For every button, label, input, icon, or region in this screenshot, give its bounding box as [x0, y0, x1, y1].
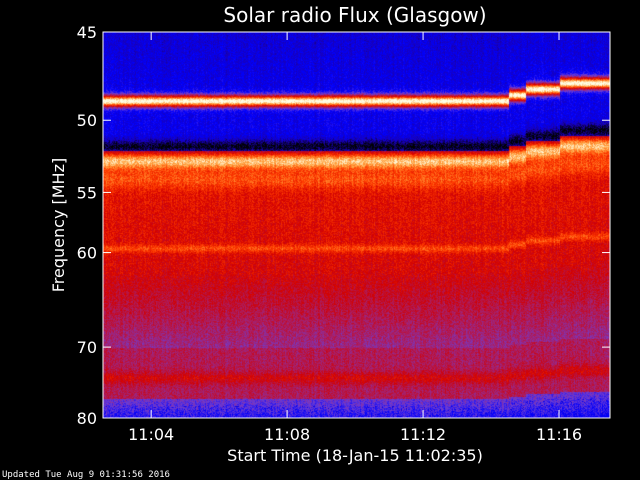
- y-tick-label: 60: [77, 244, 97, 263]
- spectrogram-heatmap: [103, 32, 610, 418]
- plot-frame: [102, 31, 611, 419]
- y-axis-label: Frequency [MHz]: [49, 158, 68, 292]
- x-axis: 11:04 11:08 11:12 11:16: [128, 32, 582, 444]
- x-tick-label: 11:16: [536, 425, 582, 444]
- y-tick-label: 80: [77, 409, 97, 428]
- y-tick-label: 50: [77, 111, 97, 130]
- x-tick-label: 11:08: [264, 425, 310, 444]
- updated-footer: Updated Tue Aug 9 01:31:56 2016: [2, 470, 170, 480]
- y-tick-label: 55: [77, 183, 97, 202]
- x-tick-label: 11:04: [128, 425, 174, 444]
- chart-title: Solar radio Flux (Glasgow): [223, 3, 486, 27]
- x-tick-label: 11:12: [400, 425, 446, 444]
- y-axis: 45 50 55 60 70 80: [77, 23, 610, 428]
- y-tick-label: 70: [77, 338, 97, 357]
- y-tick-label: 45: [77, 23, 97, 42]
- x-axis-label: Start Time (18-Jan-15 11:02:35): [227, 446, 483, 465]
